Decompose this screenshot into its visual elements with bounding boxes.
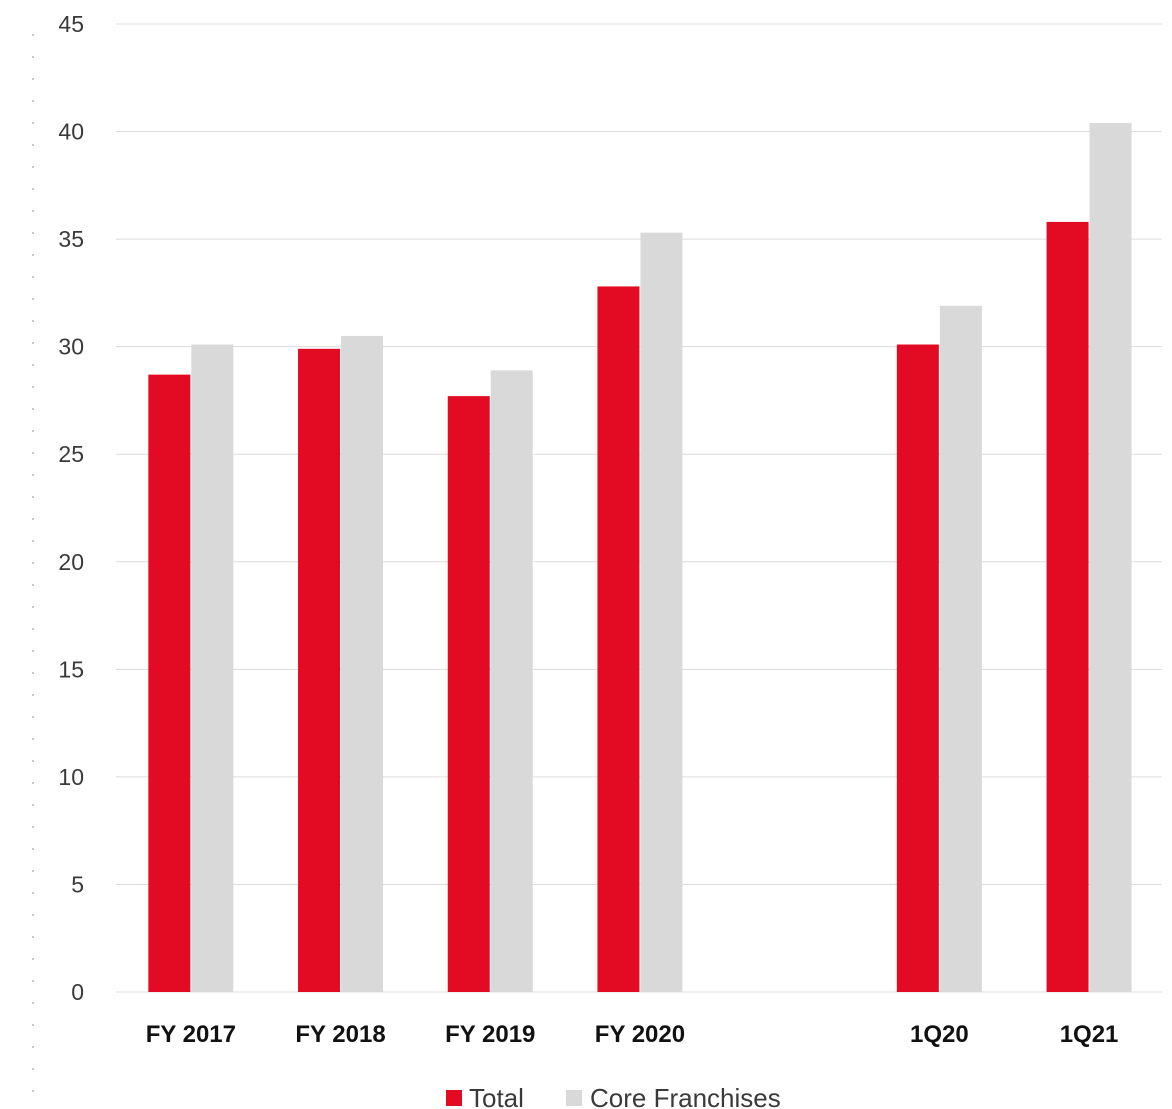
bar-total	[447, 396, 490, 992]
y-tick-label: 45	[58, 11, 84, 37]
y-tick-label: 5	[71, 871, 84, 897]
axis-dot	[32, 1024, 34, 1026]
axis-dot	[32, 1090, 34, 1092]
legend: Total Core Franchises	[446, 1083, 781, 1109]
bar-core-franchises	[490, 370, 533, 993]
axis-dot	[32, 100, 34, 102]
axis-dot	[32, 540, 34, 542]
axis-dot	[32, 760, 34, 762]
axis-dot	[32, 870, 34, 872]
axis-dot	[32, 980, 34, 982]
x-axis-ticks: FY 2017 FY 2018 FY 2019 FY 2020 1Q20 1Q21	[146, 1021, 1119, 1048]
axis-dot	[32, 144, 34, 146]
bar-core-franchises	[191, 344, 234, 992]
bars	[148, 122, 1132, 993]
axis-dot	[32, 672, 34, 674]
axis-dot	[32, 518, 34, 520]
axis-dot	[32, 804, 34, 806]
x-tick-label: FY 2018	[295, 1021, 385, 1048]
y-tick-label: 40	[58, 119, 84, 145]
axis-dot	[32, 78, 34, 80]
y-tick-label: 10	[58, 764, 84, 790]
axis-dot	[32, 320, 34, 322]
axis-dot	[32, 584, 34, 586]
y-tick-label: 25	[58, 441, 84, 467]
axis-dot	[32, 958, 34, 960]
axis-dot	[32, 1002, 34, 1004]
axis-dot	[32, 562, 34, 564]
axis-dot	[32, 738, 34, 740]
axis-dot	[32, 122, 34, 124]
legend-swatch	[446, 1090, 462, 1106]
axis-dot	[32, 276, 34, 278]
axis-dot	[32, 56, 34, 58]
axis-dot	[32, 782, 34, 784]
bar-total	[148, 374, 191, 992]
axis-dot	[32, 364, 34, 366]
axis-dot	[32, 166, 34, 168]
x-tick-label: 1Q20	[910, 1021, 969, 1048]
axis-dot	[32, 628, 34, 630]
x-tick-label: FY 2019	[445, 1021, 535, 1048]
axis-dot	[32, 254, 34, 256]
y-tick-label: 20	[58, 549, 84, 575]
axis-dot	[32, 408, 34, 410]
axis-dot	[32, 342, 34, 344]
y-tick-label: 15	[58, 656, 84, 682]
x-tick-label: FY 2020	[595, 1021, 685, 1048]
legend-swatch	[566, 1090, 582, 1106]
bar-total	[896, 344, 939, 992]
x-tick-label: FY 2017	[146, 1021, 236, 1048]
axis-dot	[32, 650, 34, 652]
legend-label: Total	[469, 1083, 524, 1109]
axis-dot	[32, 496, 34, 498]
y-tick-label: 30	[58, 334, 84, 360]
axis-dot	[32, 232, 34, 234]
legend-label: Core Franchises	[590, 1083, 781, 1109]
bar-core-franchises	[1089, 122, 1132, 992]
bar-total	[1046, 221, 1089, 992]
y-tick-label: 0	[71, 979, 84, 1005]
y-tick-label: 35	[58, 226, 84, 252]
axis-dot	[32, 34, 34, 36]
axis-dot	[32, 716, 34, 718]
axis-dot	[32, 188, 34, 190]
axis-dot	[32, 430, 34, 432]
bar-core-franchises	[939, 305, 982, 993]
axis-dot	[32, 298, 34, 300]
y-axis-ticks: 0 5 10 15 20 25 30 35 40 45	[58, 11, 84, 1005]
axis-dot	[32, 936, 34, 938]
axis-dot	[32, 914, 34, 916]
axis-dot	[32, 606, 34, 608]
bar-total	[597, 286, 640, 992]
axis-dot	[32, 474, 34, 476]
axis-dot-guide	[32, 34, 34, 1092]
axis-dot	[32, 210, 34, 212]
axis-dot	[32, 892, 34, 894]
bar-core-franchises	[341, 335, 384, 992]
axis-dot	[32, 452, 34, 454]
axis-dot	[32, 386, 34, 388]
axis-dot	[32, 1068, 34, 1070]
bar-core-franchises	[640, 232, 683, 992]
axis-dot	[32, 694, 34, 696]
axis-dot	[32, 1046, 34, 1048]
x-tick-label: 1Q21	[1060, 1021, 1119, 1048]
axis-dot	[32, 848, 34, 850]
bar-total	[298, 348, 341, 993]
axis-dot	[32, 826, 34, 828]
